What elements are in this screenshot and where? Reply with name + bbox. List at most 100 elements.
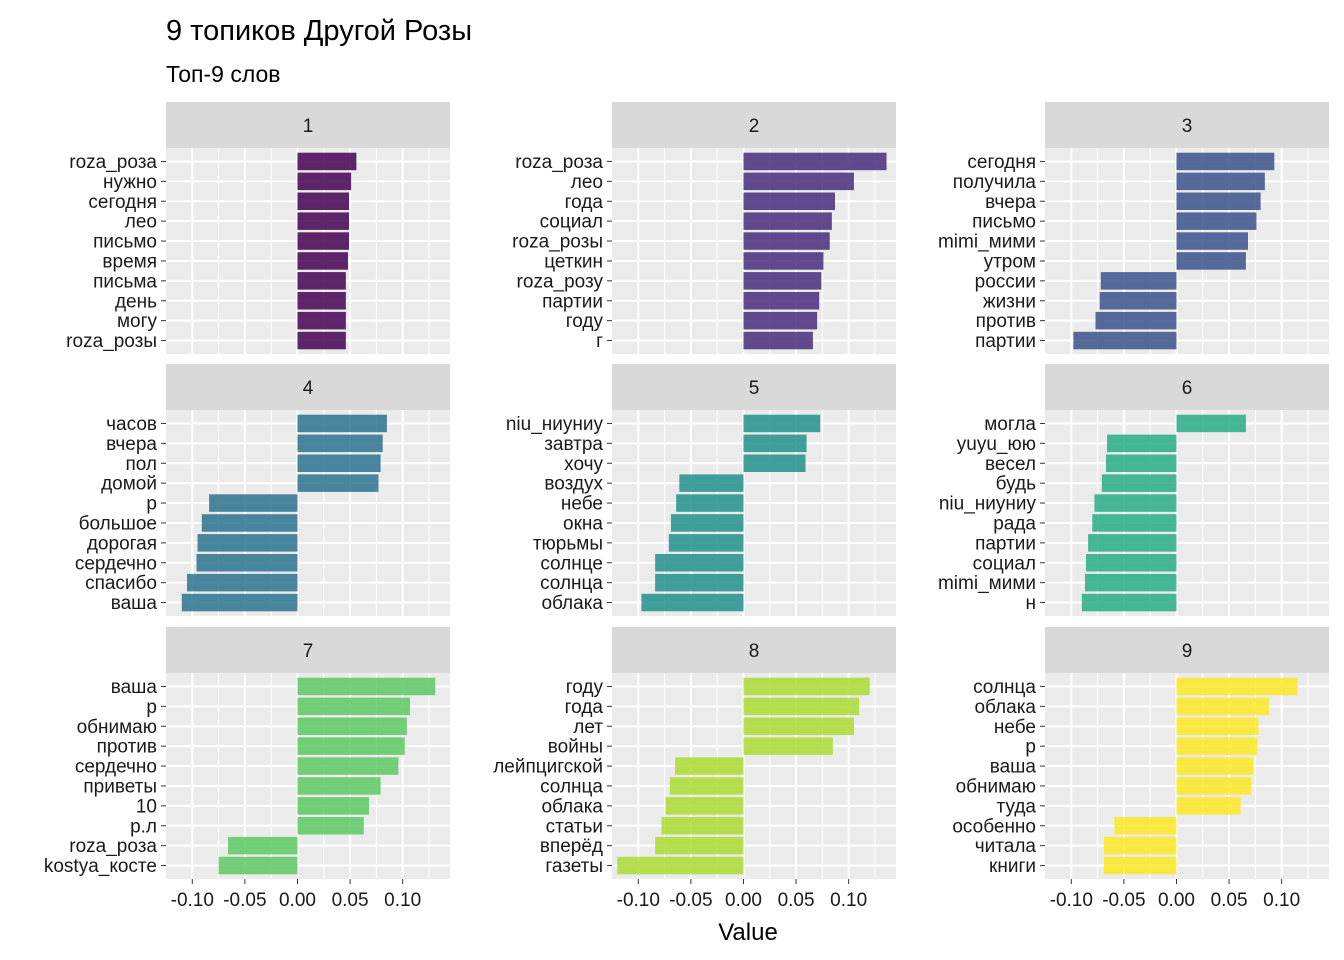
bar bbox=[1095, 311, 1177, 330]
x-tick-label: -0.05 bbox=[223, 890, 266, 911]
bar bbox=[297, 697, 411, 716]
bar bbox=[1092, 514, 1177, 532]
x-tick-label: -0.10 bbox=[1050, 890, 1093, 911]
facet-strip-label: 8 bbox=[749, 641, 760, 662]
y-tick-label: против bbox=[97, 737, 157, 758]
bar bbox=[197, 534, 298, 552]
bar bbox=[228, 836, 298, 855]
y-tick-label: окна bbox=[563, 513, 603, 534]
y-tick-label: лео bbox=[571, 172, 603, 193]
facet-panel-3: 3 сегодняполучилавчераписьмоmimi_мимиутро… bbox=[938, 102, 1329, 354]
y-tick-label: обнимаю bbox=[956, 776, 1036, 797]
y-tick-label: ваша bbox=[111, 677, 158, 698]
y-tick-label: года bbox=[565, 192, 604, 213]
y-tick-label: р bbox=[146, 494, 157, 515]
facet-strip-label: 7 bbox=[303, 641, 314, 662]
y-tick-label: солнца bbox=[540, 776, 603, 797]
y-tick-label: ваша bbox=[990, 757, 1037, 778]
x-tick-label: 0.00 bbox=[725, 890, 762, 911]
y-tick-label: обнимаю bbox=[77, 717, 157, 738]
bar bbox=[743, 232, 830, 250]
y-tick-label: партии bbox=[975, 331, 1036, 352]
x-tick-label: 0.05 bbox=[778, 890, 815, 911]
bar bbox=[743, 737, 833, 755]
y-tick-label: небе bbox=[994, 717, 1036, 738]
bar bbox=[1176, 757, 1254, 775]
y-tick-label: статьи bbox=[546, 816, 603, 837]
y-tick-label: году bbox=[566, 677, 604, 698]
y-tick-label: завтра bbox=[544, 434, 603, 455]
bar bbox=[1107, 434, 1177, 453]
x-tick-label: 0.10 bbox=[384, 890, 421, 911]
y-tick-label: mimi_мими bbox=[938, 573, 1036, 594]
bar bbox=[1099, 292, 1177, 310]
facet-panel-1: 1 roza_розанужносегоднялеописьмовремяпись… bbox=[66, 102, 450, 354]
bar bbox=[297, 252, 348, 270]
bar bbox=[297, 331, 346, 350]
bar bbox=[218, 856, 298, 875]
bar bbox=[743, 311, 818, 330]
facet-strip-label: 6 bbox=[1182, 378, 1193, 399]
bar bbox=[297, 152, 357, 171]
bar bbox=[675, 757, 744, 775]
bar bbox=[1103, 836, 1177, 855]
y-tick-label: mimi_мими bbox=[938, 232, 1036, 253]
y-tick-label: часов bbox=[106, 414, 157, 435]
bar bbox=[1101, 474, 1177, 492]
bar bbox=[297, 777, 381, 795]
y-tick-label: н bbox=[1026, 593, 1037, 614]
bar bbox=[297, 414, 387, 433]
y-tick-label: 10 bbox=[136, 796, 157, 817]
bar bbox=[670, 514, 744, 532]
bar bbox=[1176, 252, 1246, 270]
facet-strip-label: 1 bbox=[303, 116, 314, 137]
y-tick-label: сердечно bbox=[75, 553, 157, 574]
facet-strip bbox=[1045, 627, 1329, 673]
y-tick-label: утром bbox=[984, 251, 1036, 272]
y-tick-label: р bbox=[146, 697, 157, 718]
y-tick-label: вчера bbox=[985, 192, 1036, 213]
bar bbox=[743, 414, 821, 433]
x-tick-label: 0.10 bbox=[1263, 890, 1300, 911]
bar bbox=[679, 474, 744, 492]
bar bbox=[1114, 817, 1177, 835]
facet-strip bbox=[166, 364, 450, 410]
bar bbox=[1094, 494, 1177, 512]
facet-strip bbox=[1045, 102, 1329, 148]
facet-strip-label: 3 bbox=[1182, 116, 1193, 137]
y-tick-label: особенно bbox=[952, 816, 1036, 837]
y-tick-label: ваша bbox=[111, 593, 158, 614]
bar bbox=[201, 514, 298, 532]
y-tick-label: roza_роза bbox=[515, 152, 603, 173]
facet-strip bbox=[612, 627, 896, 673]
y-tick-label: вчера bbox=[106, 434, 157, 455]
bar bbox=[1100, 272, 1177, 290]
bar bbox=[1176, 797, 1241, 815]
y-tick-label: р.л bbox=[130, 816, 157, 837]
y-tick-label: большое bbox=[79, 513, 157, 534]
y-tick-label: письма bbox=[93, 271, 157, 292]
chart-title: 9 топиков Другой Розы bbox=[166, 15, 472, 47]
facet-panel-8: 8 годугодалетвойнылейпцигскойсолнцаоблака… bbox=[493, 627, 896, 911]
bar bbox=[181, 593, 298, 612]
bar bbox=[1176, 697, 1270, 716]
facet-panel-9: 9 солнцаоблаканебервашаобнимаютудаособенн… bbox=[952, 627, 1329, 911]
facet-strip-label: 9 bbox=[1182, 641, 1193, 662]
y-tick-label: roza_розы bbox=[66, 331, 157, 352]
bar bbox=[297, 292, 346, 310]
bar bbox=[297, 677, 436, 696]
bar bbox=[297, 797, 370, 815]
bar bbox=[676, 494, 744, 512]
y-tick-label: roza_розу bbox=[517, 271, 604, 292]
bar bbox=[297, 737, 405, 755]
facet-strip bbox=[612, 102, 896, 148]
y-tick-label: будь bbox=[996, 474, 1036, 495]
bar bbox=[743, 677, 870, 696]
x-tick-label: 0.10 bbox=[830, 890, 867, 911]
y-tick-label: солнца bbox=[973, 677, 1036, 698]
bar bbox=[655, 836, 744, 855]
y-tick-label: войны bbox=[548, 737, 603, 758]
facet-strip bbox=[166, 102, 450, 148]
y-tick-label: могла bbox=[984, 414, 1036, 435]
